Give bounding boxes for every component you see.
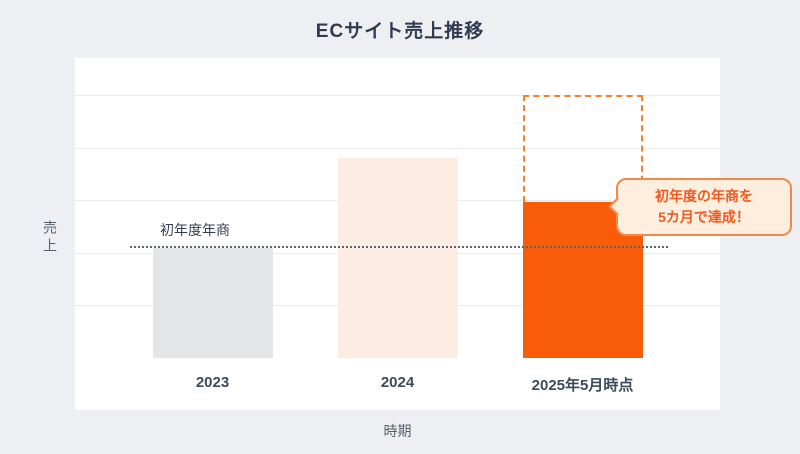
annotation-text-line1: 初年度の年商を bbox=[655, 188, 753, 204]
x-tick-label: 2023 bbox=[195, 374, 230, 391]
y-axis-label: 売上 bbox=[42, 220, 58, 256]
chart-title: ECサイト売上推移 bbox=[315, 21, 485, 42]
annotation-callout: 初年度の年商を 5カ月で達成！ bbox=[608, 178, 792, 236]
reference-line-label: 初年度年商 bbox=[160, 222, 230, 238]
x-tick-label: 2024 bbox=[380, 374, 415, 391]
projected-bar-outline bbox=[522, 95, 643, 202]
gridline bbox=[75, 147, 720, 149]
gridline bbox=[75, 95, 720, 96]
x-axis-label: 時期 bbox=[383, 423, 412, 439]
annotation-text-line2: 5カ月で達成！ bbox=[658, 209, 750, 225]
bar-2023 bbox=[152, 248, 273, 358]
reference-line bbox=[130, 246, 668, 248]
plot-area: 初年度年商 2023 2024 2025年5月時点 bbox=[75, 58, 720, 410]
x-tick-label: 2025年5月時点 bbox=[531, 377, 634, 394]
bar-2024 bbox=[337, 157, 458, 358]
